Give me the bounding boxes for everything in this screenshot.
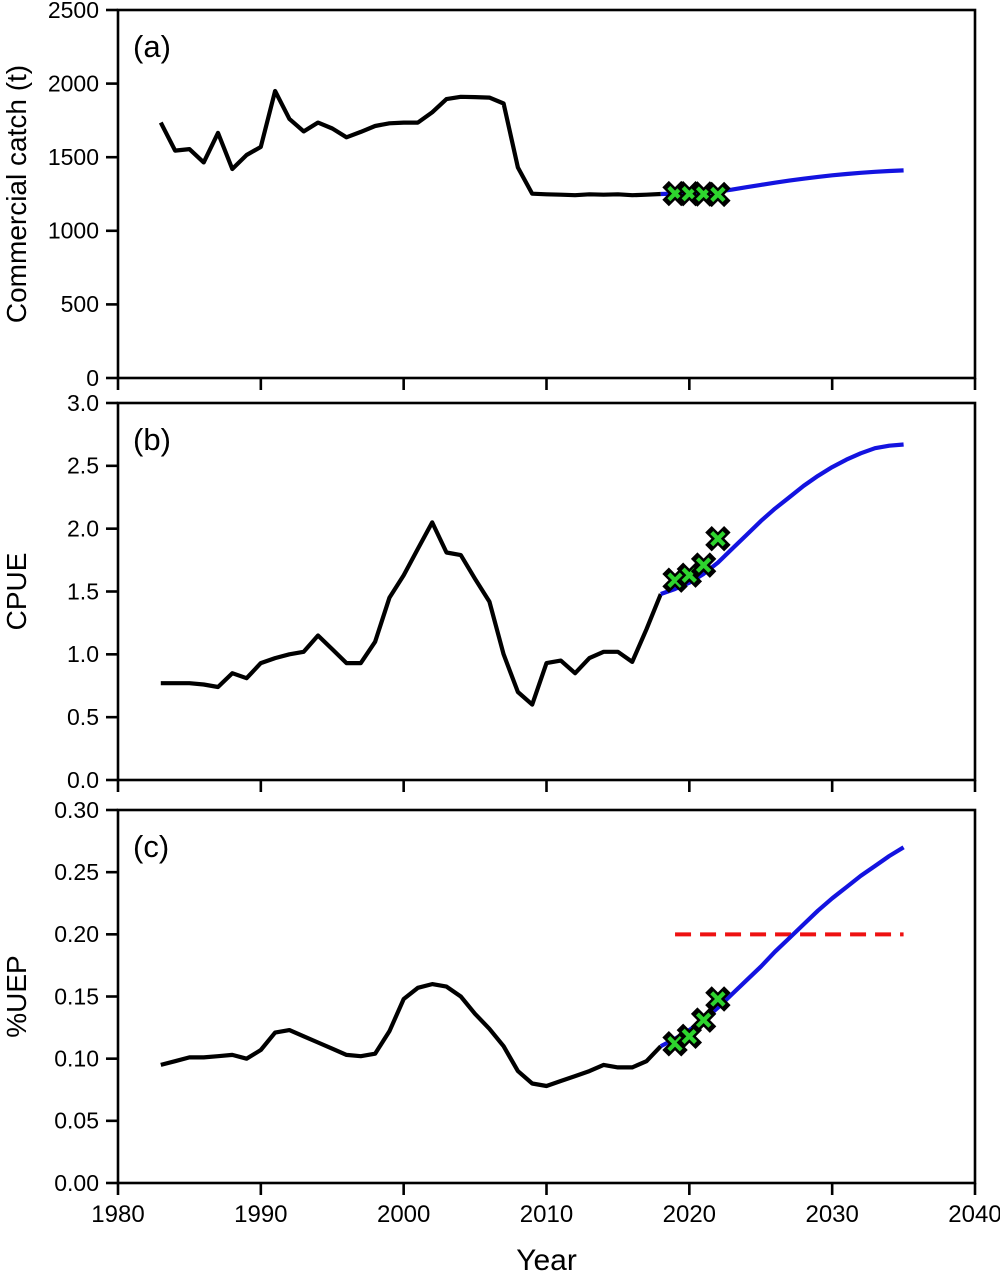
x-marker-b xyxy=(710,531,726,547)
y-tick-label-a: 500 xyxy=(61,291,99,317)
y-tick-label-a: 1500 xyxy=(48,144,99,170)
y-tick-label-c: 0.10 xyxy=(54,1045,99,1071)
y-tick-label-a: 0 xyxy=(86,365,99,391)
y-tick-label-a: 2000 xyxy=(48,70,99,96)
y-tick-label-c: 0.25 xyxy=(54,859,99,885)
y-axis-title-a: Commercial catch (t) xyxy=(1,65,32,323)
projected-cpue-line-b xyxy=(660,442,904,596)
y-tick-label-c: 0.30 xyxy=(54,797,99,823)
y-tick-label-b: 0.5 xyxy=(67,704,99,730)
x-tick-label: 2030 xyxy=(805,1201,858,1228)
y-tick-label-b: 1.0 xyxy=(67,641,99,667)
x-axis-title: Year xyxy=(516,1244,577,1277)
y-tick-label-b: 2.0 xyxy=(67,515,99,541)
y-tick-label-b: 0.0 xyxy=(67,767,99,793)
panel-letter-c: (c) xyxy=(133,829,169,864)
y-tick-label-a: 2500 xyxy=(48,0,99,23)
x-tick-label: 2010 xyxy=(520,1201,573,1228)
observed-catch-line-a xyxy=(158,88,661,198)
x-marker-c xyxy=(710,991,726,1007)
y-tick-label-c: 0.15 xyxy=(54,983,99,1009)
y-axis-title-c: %UEP xyxy=(1,955,32,1037)
x-tick-label: 2020 xyxy=(663,1201,716,1228)
y-tick-label-b: 1.5 xyxy=(67,578,99,604)
x-tick-label: 1990 xyxy=(234,1201,287,1228)
panel-letter-a: (a) xyxy=(133,29,171,64)
x-marker-c xyxy=(667,1036,683,1052)
x-tick-label: 1980 xyxy=(91,1201,144,1228)
observed-cpue-line-b xyxy=(160,520,663,707)
y-tick-label-c: 0.20 xyxy=(54,921,99,947)
panel-letter-b: (b) xyxy=(133,422,171,457)
panel-border-c xyxy=(116,808,977,1185)
y-tick-label-b: 3.0 xyxy=(67,390,99,416)
x-marker-c xyxy=(681,1028,698,1044)
y-axis-title-b: CPUE xyxy=(1,553,32,631)
y-tick-label-c: 0.05 xyxy=(54,1108,99,1134)
y-tick-label-b: 2.5 xyxy=(67,453,99,479)
y-tick-label-c: 0.00 xyxy=(54,1170,99,1196)
y-tick-label-a: 1000 xyxy=(48,218,99,244)
x-marker-b xyxy=(695,557,712,573)
x-tick-label: 2000 xyxy=(377,1201,430,1228)
x-marker-b xyxy=(667,572,683,588)
observed-uep-line-c xyxy=(160,981,663,1089)
x-tick-label: 2040 xyxy=(948,1201,1000,1228)
x-marker-a xyxy=(710,186,726,203)
x-marker-c xyxy=(695,1012,712,1028)
